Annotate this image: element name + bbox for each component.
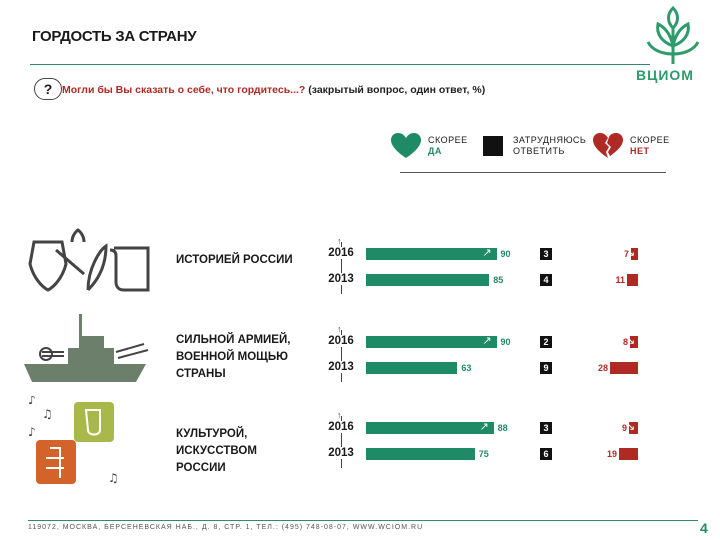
category-label: КУЛЬТУРОЙ, ИСКУССТВОМ РОССИИ — [176, 428, 257, 474]
yes-value: 85 — [493, 275, 504, 285]
legend-yes-line2: ДА — [428, 146, 442, 156]
yes-bar — [366, 274, 490, 286]
no-value: 28 — [597, 363, 608, 373]
yes-value: 63 — [461, 363, 472, 373]
army-ship-icon — [24, 314, 149, 382]
legend-hard-label: ЗАТРУДНЯЮСЬ ОТВЕТИТЬ — [513, 135, 586, 157]
hard-value: 2 — [540, 336, 552, 348]
yes-value: 88 — [497, 423, 508, 433]
footer-divider — [28, 520, 698, 521]
legend-no-label: СКОРЕЕ НЕТ — [630, 135, 670, 157]
down-arrow-icon: ↘ — [626, 421, 636, 433]
axis-line — [341, 416, 342, 468]
svg-text:♫: ♫ — [42, 407, 53, 421]
year-label: 2013 — [326, 361, 356, 373]
yes-value: 90 — [500, 337, 511, 347]
axis-arrow-icon: ↑ — [337, 324, 342, 334]
legend-hard: ЗАТРУДНЯЮСЬ ОТВЕТИТЬ — [483, 135, 586, 157]
svg-text:♪: ♪ — [28, 425, 36, 439]
black-square-icon — [483, 136, 503, 156]
history-illustration-icon — [28, 228, 150, 292]
down-arrow-icon: ↘ — [626, 335, 636, 347]
hard-value: 3 — [540, 248, 552, 260]
no-value: 19 — [606, 449, 617, 459]
axis-line — [341, 330, 342, 382]
broken-heart-icon — [593, 133, 623, 158]
vciom-logo-icon — [646, 6, 700, 64]
question-mark-icon: ? — [34, 78, 62, 100]
year-label: 2013 — [326, 273, 356, 285]
culture-illustration-icon: ♪ ♫ ♪ ♫ — [28, 396, 119, 485]
no-bar — [610, 362, 638, 374]
page-number: 4 — [700, 520, 708, 536]
growth-arrow-icon: ↗ — [482, 247, 492, 259]
year-label: 2016 — [326, 335, 356, 347]
year-label: 2016 — [326, 247, 356, 259]
no-bar — [627, 274, 638, 286]
axis-arrow-icon: ↑ — [337, 236, 342, 246]
logo-text: ВЦИОМ — [636, 67, 694, 83]
category-label: СИЛЬНОЙ АРМИЕЙ, ВОЕННОЙ МОЩЬЮ СТРАНЫ — [176, 334, 291, 380]
svg-text:♪: ♪ — [28, 396, 36, 407]
legend-no: СКОРЕЕ НЕТ — [592, 132, 670, 160]
yes-bar — [366, 422, 494, 434]
axis-line — [341, 242, 342, 294]
no-bar — [629, 422, 638, 434]
down-arrow-icon: ↘ — [626, 247, 636, 259]
footer-address: 119072, МОСКВА, БЕРСЕНЕВСКАЯ НАБ., Д. 8,… — [28, 524, 424, 531]
legend-divider — [400, 172, 666, 173]
legend-hard-line1: ЗАТРУДНЯЮСЬ — [513, 135, 587, 145]
category-label: ИСТОРИЕЙ РОССИИ — [176, 254, 293, 266]
growth-arrow-icon: ↗ — [479, 421, 489, 433]
no-value: 11 — [615, 275, 625, 285]
no-bar — [619, 448, 638, 460]
no-value: 9 — [621, 423, 627, 433]
question-main: Могли бы Вы сказать о себе, что гордитес… — [62, 84, 306, 96]
yes-bar — [366, 248, 497, 260]
legend-yes: СКОРЕЕ ДА — [390, 132, 468, 160]
legend-hard-line2: ОТВЕТИТЬ — [513, 146, 565, 156]
hard-value: 3 — [540, 422, 552, 434]
hard-value: 6 — [540, 448, 552, 460]
axis-arrow-icon: ↑ — [337, 410, 342, 420]
question-note: (закрытый вопрос, один ответ, %) — [305, 84, 486, 96]
yes-bar — [366, 336, 497, 348]
legend-yes-label: СКОРЕЕ ДА — [428, 135, 468, 157]
no-value: 8 — [622, 337, 628, 347]
no-value: 7 — [623, 249, 629, 259]
year-label: 2016 — [326, 421, 356, 433]
yes-bar — [366, 362, 458, 374]
question-text: Могли бы Вы сказать о себе, что гордитес… — [62, 84, 485, 96]
no-bar — [630, 336, 638, 348]
svg-text:♫: ♫ — [108, 471, 119, 485]
heart-icon — [391, 133, 421, 158]
legend-no-line1: СКОРЕЕ — [630, 135, 670, 145]
hard-value: 4 — [540, 274, 552, 286]
yes-bar — [366, 448, 475, 460]
title-divider — [30, 64, 650, 65]
legend-yes-line1: СКОРЕЕ — [428, 135, 468, 145]
legend-no-line2: НЕТ — [630, 146, 650, 156]
hard-value: 9 — [540, 362, 552, 374]
year-label: 2013 — [326, 447, 356, 459]
page-title: ГОРДОСТЬ ЗА СТРАНУ — [32, 28, 197, 45]
yes-value: 90 — [500, 249, 511, 259]
yes-value: 75 — [478, 449, 489, 459]
no-bar — [631, 248, 638, 260]
growth-arrow-icon: ↗ — [482, 335, 492, 347]
